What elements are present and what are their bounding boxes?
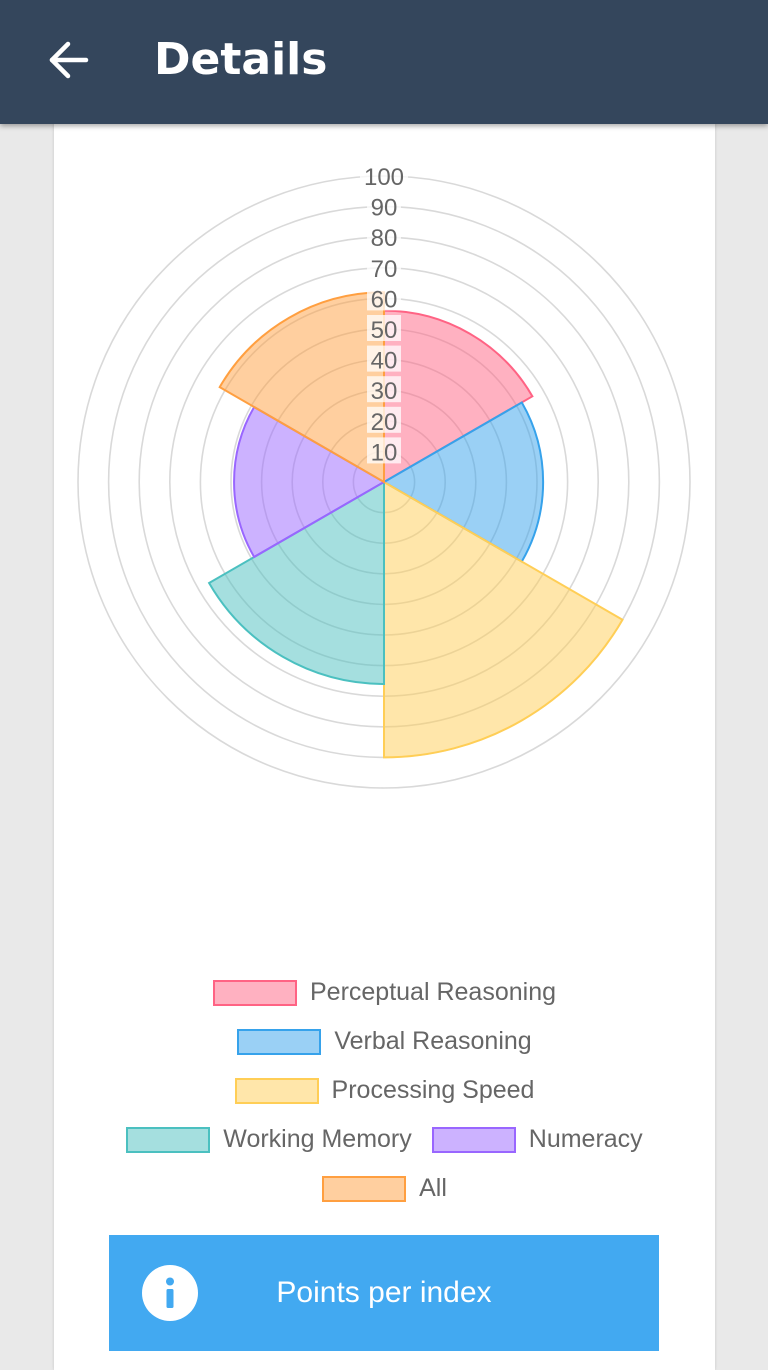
tick-backdrop bbox=[367, 406, 401, 433]
tick-label: 80 bbox=[371, 225, 398, 252]
info-icon bbox=[142, 1265, 198, 1321]
chart-segments bbox=[207, 291, 624, 759]
chart-card: 10 20 30 40 50 60 70 80 90 100 Perceptual Reasoni… bbox=[54, 110, 715, 1370]
tick-label: 50 bbox=[371, 317, 398, 344]
legend-label: All bbox=[419, 1174, 447, 1202]
legend-label: Perceptual Reasoning bbox=[310, 978, 556, 1006]
segment-verbal-reasoning[interactable] bbox=[382, 401, 545, 563]
tick-label: 40 bbox=[371, 348, 398, 375]
tick-label: 60 bbox=[371, 286, 398, 313]
tick-backdrop bbox=[367, 192, 401, 219]
legend-label: Working Memory bbox=[223, 1125, 412, 1153]
segment-working-memory[interactable] bbox=[207, 480, 385, 685]
tick-backdrop bbox=[367, 376, 401, 403]
legend-item[interactable]: Working Memory bbox=[126, 1125, 412, 1154]
arrow-left-icon bbox=[49, 41, 89, 79]
segment-processing-speed[interactable] bbox=[383, 480, 624, 759]
tick-backdrop bbox=[367, 253, 401, 280]
back-button[interactable] bbox=[30, 22, 106, 98]
polar-area-chart: 10 20 30 40 50 60 70 80 90 100 bbox=[77, 162, 691, 789]
segment-perceptual-reasoning[interactable] bbox=[383, 309, 534, 484]
tick-backdrop bbox=[367, 315, 401, 341]
tick-backdrop bbox=[360, 162, 408, 188]
tick-label: 100 bbox=[364, 164, 404, 191]
legend-swatch bbox=[322, 1175, 407, 1202]
segment-numeracy[interactable] bbox=[233, 405, 386, 559]
scale-ticks: 10 20 30 40 50 60 70 80 90 100 bbox=[360, 162, 408, 466]
legend-item[interactable]: All bbox=[322, 1174, 447, 1203]
points-per-index-button[interactable]: Points per index bbox=[109, 1235, 659, 1351]
legend-item[interactable]: Numeracy bbox=[431, 1125, 643, 1154]
page-title: Details bbox=[154, 34, 328, 85]
chart-legend: Perceptual Reasoning Verbal Reasoning Proc… bbox=[54, 968, 715, 1213]
legend-row: Verbal Reasoning bbox=[54, 1017, 715, 1066]
tick-label: 30 bbox=[371, 378, 398, 405]
app-bar: Details bbox=[0, 0, 768, 124]
legend-row: Processing Speed bbox=[54, 1066, 715, 1115]
legend-swatch bbox=[431, 1126, 516, 1153]
legend-swatch bbox=[237, 1028, 322, 1055]
legend-item[interactable]: Verbal Reasoning bbox=[237, 1027, 532, 1056]
legend-swatch bbox=[234, 1077, 319, 1104]
tick-backdrop bbox=[367, 345, 401, 372]
legend-swatch bbox=[126, 1126, 211, 1153]
legend-label: Numeracy bbox=[528, 1125, 643, 1153]
legend-item[interactable]: Processing Speed bbox=[234, 1076, 535, 1105]
tick-label: 90 bbox=[371, 195, 398, 222]
legend-row: Working Memory Numeracy bbox=[54, 1115, 715, 1164]
legend-label: Processing Speed bbox=[331, 1076, 535, 1104]
legend-label: Verbal Reasoning bbox=[334, 1027, 532, 1055]
tick-label: 70 bbox=[371, 256, 398, 283]
legend-item[interactable]: Perceptual Reasoning bbox=[213, 978, 556, 1007]
tick-backdrop bbox=[367, 437, 401, 464]
tick-backdrop bbox=[367, 284, 401, 311]
tick-label: 20 bbox=[371, 409, 398, 436]
legend-row: Perceptual Reasoning bbox=[54, 968, 715, 1017]
segment-all[interactable] bbox=[218, 291, 385, 484]
tick-label: 10 bbox=[371, 439, 398, 466]
tick-backdrop bbox=[367, 223, 401, 250]
legend-row: All bbox=[54, 1164, 715, 1213]
info-button-label: Points per index bbox=[276, 1276, 492, 1309]
legend-swatch bbox=[213, 979, 297, 1006]
